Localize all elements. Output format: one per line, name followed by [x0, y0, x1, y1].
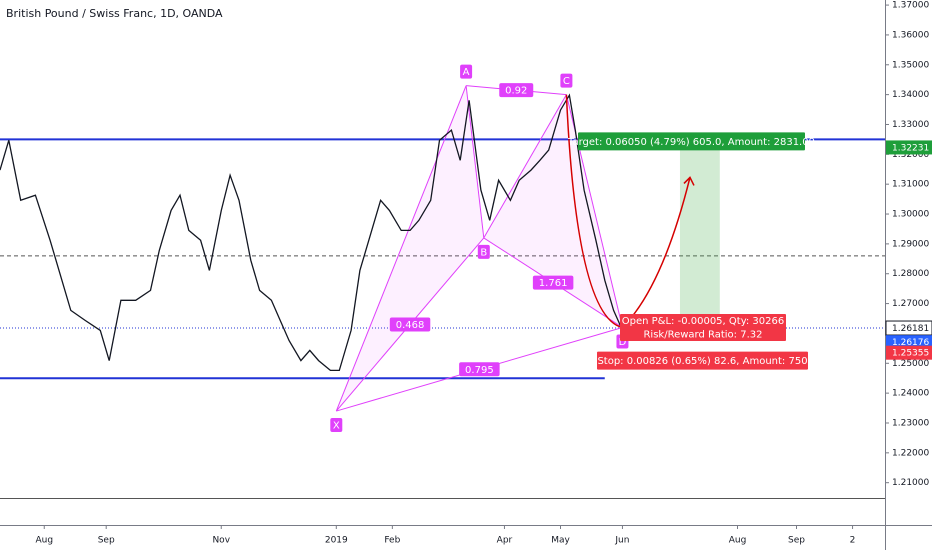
x-tick-label: May: [551, 536, 570, 546]
y-tick-label: 1.34000: [892, 90, 929, 100]
chart-title: British Pound / Swiss Franc, 1D, OANDA: [6, 7, 223, 20]
x-tick-label: Aug: [729, 536, 747, 546]
point-badge: [560, 73, 573, 88]
ratio-badge: [532, 275, 574, 290]
price-tag: [886, 140, 932, 155]
y-tick-label: 1.35000: [892, 60, 929, 70]
y-tick-label: 1.29000: [892, 239, 929, 249]
position-label-text: Risk/Reward Ratio: 7.32: [643, 330, 762, 341]
y-tick-label: 1.28000: [892, 269, 929, 279]
y-tick-label: 1.25000: [892, 359, 929, 369]
pattern-leg: [465, 85, 485, 238]
price-tag: [886, 335, 932, 350]
stop-label-text: Stop: 0.00826 (0.65%) 82.6, Amount: 750: [597, 356, 807, 367]
ratio-label: 0.795: [465, 365, 494, 376]
x-tick-label: Feb: [384, 536, 400, 546]
x-tick-label: Sep: [788, 536, 805, 546]
x-tick-label: 2: [850, 536, 856, 546]
ratio-badge: [499, 83, 534, 98]
pattern-leg: [483, 94, 567, 239]
x-tick-label: Jun: [614, 536, 629, 546]
y-tick-label: 1.31000: [892, 180, 929, 190]
pattern-triangle: [336, 85, 484, 412]
ratio-badge: [459, 362, 500, 377]
price-tag-label: 1.26176: [892, 338, 929, 348]
x-tick-label: Sep: [98, 536, 115, 546]
ratio-label: 0.468: [396, 320, 425, 331]
ratio-badge: [389, 317, 431, 332]
y-tick-label: 1.32000: [892, 150, 929, 160]
x-tick-label: 2019: [325, 536, 348, 546]
y-tick-label: 1.27000: [892, 299, 929, 309]
price-tag-label: 1.26181: [892, 324, 929, 334]
arrow-head: [683, 176, 695, 186]
point-label: D: [619, 337, 627, 348]
y-tick-label: 1.24000: [892, 389, 929, 399]
decline-curve: [565, 94, 623, 329]
x-tick-label: Apr: [497, 536, 513, 546]
y-tick-label: 1.33000: [892, 120, 929, 130]
ratio-label: 1.761: [539, 278, 568, 289]
target-label-box: [578, 132, 805, 151]
y-tick-label: 1.23000: [892, 418, 929, 428]
y-tick-label: 1.30000: [892, 210, 929, 220]
point-badge: [330, 418, 343, 433]
pattern-triangle: [483, 94, 623, 328]
point-label: C: [563, 76, 570, 87]
point-label: X: [333, 421, 340, 432]
price-tag: [886, 345, 932, 360]
position-label-text: Open P&L: -0.00005, Qty: 30266: [622, 316, 785, 327]
x-tick-label: Nov: [212, 536, 230, 546]
position-label-box: [620, 313, 786, 341]
stop-label-box: [597, 351, 808, 370]
ratio-label: 0.92: [505, 86, 527, 97]
y-tick-label: 1.21000: [892, 478, 929, 488]
point-label: B: [480, 247, 487, 258]
x-tick-label: Aug: [35, 536, 53, 546]
point-label: A: [463, 67, 470, 78]
price-tag-label: 1.25355: [892, 349, 929, 359]
y-tick-label: 1.22000: [892, 448, 929, 458]
y-tick-label: 1.37000: [892, 1, 929, 11]
y-tick-label: 1.36000: [892, 30, 929, 40]
price-tag: [885, 320, 932, 336]
target-zone: [679, 147, 720, 329]
price-line: [0, 93, 624, 372]
point-badge: [477, 244, 490, 259]
target-label-text: Target: 0.06050 (4.79%) 605.0, Amount: 2…: [567, 137, 815, 148]
point-badge: [460, 64, 473, 79]
pattern-leg: [335, 85, 467, 412]
price-tag-label: 1.32231: [892, 143, 929, 153]
